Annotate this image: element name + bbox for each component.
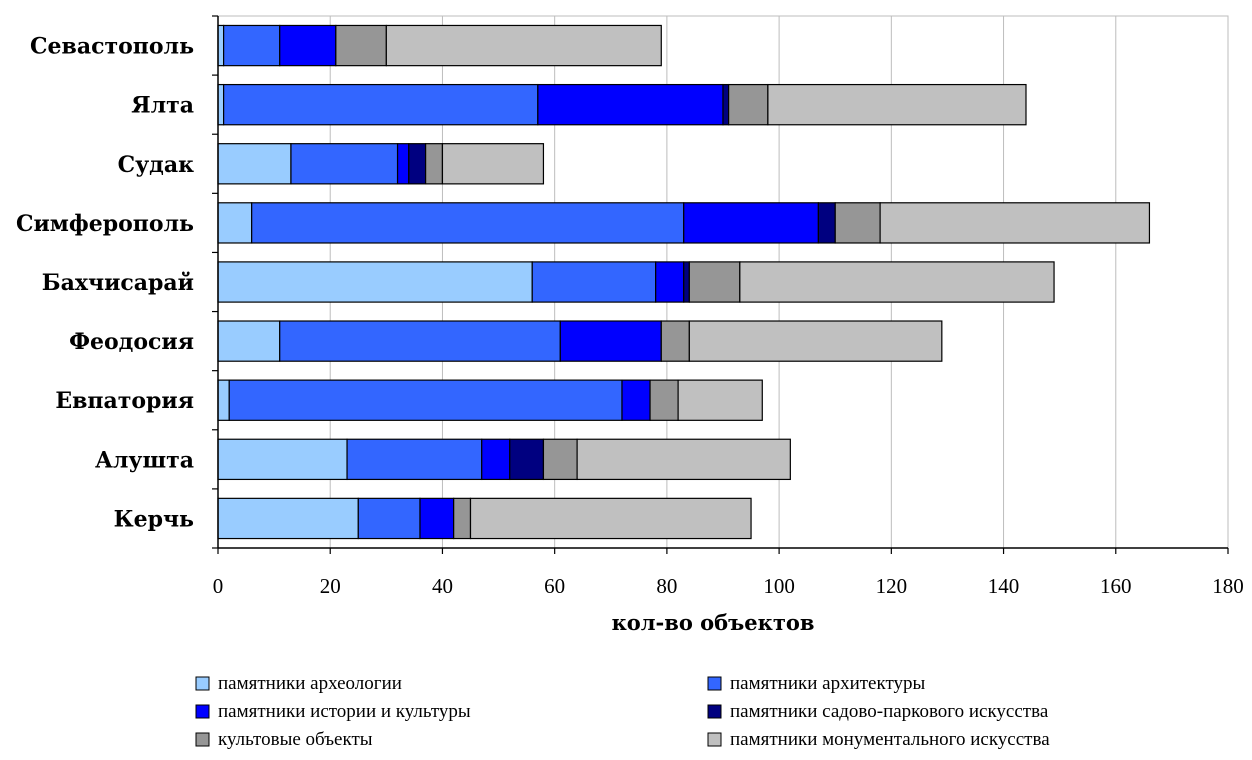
bar-segment (217, 202, 253, 244)
category-label: Ялта (131, 93, 194, 119)
bar-segment (217, 379, 230, 421)
x-tick-label: 20 (320, 574, 341, 598)
bar-segment (251, 202, 685, 244)
legend-swatch (707, 676, 722, 691)
bar-segment (290, 143, 399, 185)
legend-swatch (195, 676, 210, 691)
category-label: Феодосия (69, 329, 194, 355)
x-tick-label: 60 (544, 574, 565, 598)
category-label: Керчь (114, 506, 194, 532)
legend-label: памятники истории и культуры (218, 701, 471, 722)
bar-segment (621, 379, 651, 421)
bar-segment (817, 202, 836, 244)
x-tick-label: 40 (432, 574, 453, 598)
bar-segment (683, 202, 819, 244)
bar-segment (453, 497, 472, 540)
bar-segment (217, 438, 348, 481)
x-tick-label: 180 (1212, 574, 1244, 598)
x-tick-label: 100 (763, 574, 795, 598)
bar-segment (469, 497, 752, 540)
bar-segment (223, 24, 281, 67)
bar-segment (542, 438, 578, 481)
bar-segment (223, 83, 539, 126)
bar-segment (739, 261, 1055, 303)
category-label: Севастополь (30, 34, 194, 60)
x-tick-label: 120 (876, 574, 908, 598)
bar-segment (677, 379, 763, 421)
bar-segment (879, 202, 1151, 244)
bar-segment (217, 320, 281, 362)
bar-segment (228, 379, 623, 421)
legend-swatch (707, 704, 722, 719)
legend-swatch (195, 732, 210, 747)
bar-segment (217, 24, 225, 67)
x-tick-label: 160 (1100, 574, 1132, 598)
category-label: Судак (118, 152, 195, 178)
bar-segment (688, 320, 943, 362)
bar-segment (559, 320, 662, 362)
x-axis-title: кол-во объектов (612, 610, 815, 635)
legend-swatch (707, 732, 722, 747)
x-tick-label: 80 (656, 574, 677, 598)
legend-swatch (195, 704, 210, 719)
bar-segment (346, 438, 483, 481)
bar-segment (279, 24, 337, 67)
bar-segment (385, 24, 662, 67)
category-label: Бахчисарай (42, 270, 194, 296)
bar-segment (683, 261, 690, 303)
bar-segment (419, 497, 455, 540)
bar-segment (655, 261, 685, 303)
bar-segment (728, 83, 769, 126)
x-tick-label: 140 (988, 574, 1020, 598)
legend-label: культовые объекты (218, 729, 373, 750)
bar-segment (357, 497, 421, 540)
x-tick-label: 0 (213, 574, 224, 598)
bar-segment (688, 261, 741, 303)
category-label: Симферополь (16, 211, 194, 237)
bar-segment (217, 143, 292, 185)
bar-segment (408, 143, 427, 185)
legend-label: памятники садово-паркового искусства (730, 701, 1049, 722)
bar-segment (396, 143, 410, 185)
legend-label: памятники архитектуры (730, 673, 926, 694)
legend-label: памятники монументального искусства (730, 729, 1050, 750)
bar-segment (767, 83, 1027, 126)
bar-segment (335, 24, 387, 67)
bar-segment (576, 438, 791, 481)
bar-segment (217, 83, 225, 126)
legend-label: памятники археологии (218, 673, 402, 694)
bar-segment (481, 438, 511, 481)
bar-segment (649, 379, 679, 421)
bar-segment (279, 320, 561, 362)
category-label: Евпатория (55, 388, 194, 414)
bar-segment (531, 261, 657, 303)
category-label: Алушта (95, 447, 194, 473)
bar-segment (660, 320, 690, 362)
bar-segment (217, 497, 359, 540)
bar-segment (537, 83, 724, 126)
bar-segment (425, 143, 444, 185)
bar-segment (834, 202, 881, 244)
bar-segment (217, 261, 533, 303)
bar-segment (441, 143, 545, 185)
bar-segment (722, 83, 730, 126)
bar-segment (509, 438, 545, 481)
